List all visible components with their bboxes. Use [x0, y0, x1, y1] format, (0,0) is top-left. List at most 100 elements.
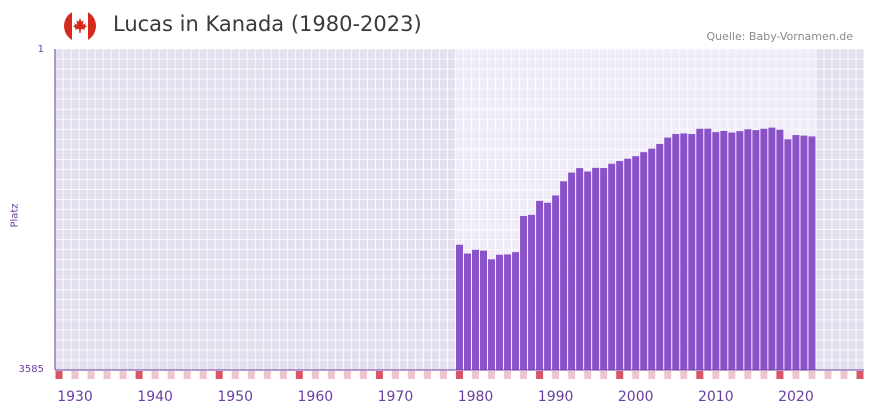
bar-2000 — [632, 156, 640, 370]
bar-2013 — [736, 131, 744, 370]
bar-2017 — [768, 127, 776, 370]
bar-1990 — [552, 195, 560, 370]
bar-series — [455, 127, 816, 370]
x-tick-label: 2000 — [618, 389, 654, 405]
bar-1978 — [455, 244, 464, 370]
bar-2008 — [696, 128, 704, 370]
bar-2020 — [792, 135, 800, 370]
x-tick-mark-major — [696, 371, 704, 379]
x-tick-mark-minor — [167, 371, 175, 379]
bar-1986 — [520, 216, 528, 370]
bar-1993 — [576, 168, 584, 370]
bar-2006 — [680, 133, 688, 370]
bar-1980 — [472, 249, 480, 370]
x-tick-mark-minor — [488, 371, 496, 379]
bar-2016 — [760, 128, 768, 370]
y-tick-label-bottom: 3585 — [18, 364, 44, 375]
x-tick-mark-minor — [343, 371, 351, 379]
x-tick-mark-major — [616, 371, 624, 379]
x-tick-mark-minor — [712, 371, 720, 379]
bar-2009 — [704, 128, 712, 370]
x-tick-mark-minor — [87, 371, 95, 379]
bar-2015 — [752, 130, 760, 370]
bar-1996 — [600, 168, 608, 370]
x-tick-mark-minor — [600, 371, 608, 379]
canada-flag-icon — [64, 10, 96, 42]
bar-1987 — [528, 214, 536, 370]
x-tick-mark-major — [856, 371, 864, 379]
bar-2004 — [664, 137, 672, 370]
bar-2021 — [800, 135, 808, 370]
x-tick-label: 1970 — [378, 389, 414, 405]
x-tick-label: 1960 — [298, 389, 334, 405]
x-tick-mark-minor — [407, 371, 415, 379]
x-tick-mark-minor — [680, 371, 688, 379]
bar-1984 — [504, 254, 512, 370]
bar-1995 — [592, 167, 600, 370]
x-tick-mark-minor — [119, 371, 127, 379]
source-label: Quelle: Baby-Vornamen.de — [706, 30, 853, 43]
x-tick-mark-minor — [792, 371, 800, 379]
x-tick-label: 2020 — [778, 389, 814, 405]
x-tick-mark-minor — [808, 371, 816, 379]
x-tick-mark-major — [295, 371, 303, 379]
x-tick-mark-minor — [263, 371, 271, 379]
x-tick-mark-major — [455, 371, 464, 379]
x-tick-mark-minor — [151, 371, 159, 379]
x-tick-mark-major — [776, 371, 784, 379]
y-tick-label-top: 1 — [37, 44, 44, 55]
x-tick-mark-minor — [744, 371, 752, 379]
x-tick-mark-minor — [632, 371, 640, 379]
bar-1979 — [464, 253, 472, 370]
x-tick-mark-major — [375, 371, 383, 379]
x-tick-mark-minor — [584, 371, 592, 379]
x-tick-label: 1950 — [217, 389, 253, 405]
bar-1997 — [608, 163, 616, 370]
x-tick-mark-minor — [391, 371, 399, 379]
bar-2002 — [648, 148, 656, 370]
bar-2022 — [808, 136, 816, 370]
x-tick-mark-minor — [103, 371, 111, 379]
bar-1994 — [584, 171, 592, 370]
bar-1985 — [512, 252, 520, 370]
x-tick-label: 2010 — [698, 389, 734, 405]
x-tick-mark-minor — [504, 371, 512, 379]
x-tick-mark-minor — [279, 371, 287, 379]
bar-2003 — [656, 143, 664, 370]
bar-1991 — [560, 181, 568, 370]
x-tick-mark-minor — [824, 371, 832, 379]
bar-2010 — [712, 132, 720, 370]
bar-2007 — [688, 133, 696, 370]
bar-2018 — [776, 129, 784, 370]
x-tick-mark-minor — [728, 371, 736, 379]
x-tick-label: 1990 — [538, 389, 574, 405]
x-tick-label: 1980 — [458, 389, 494, 405]
x-tick-mark-minor — [231, 371, 239, 379]
bar-2014 — [744, 129, 752, 370]
bar-2011 — [720, 130, 728, 370]
bar-1998 — [616, 161, 624, 370]
x-tick-mark-minor — [327, 371, 335, 379]
x-tick-mark-minor — [472, 371, 480, 379]
x-tick-mark-major — [55, 371, 63, 379]
bar-2005 — [672, 133, 680, 370]
x-tick-mark-major — [135, 371, 143, 379]
x-tick-mark-minor — [568, 371, 576, 379]
x-tick-label: 1940 — [137, 389, 173, 405]
x-tick-mark-minor — [664, 371, 672, 379]
x-tick-mark-minor — [439, 371, 447, 379]
bar-1989 — [544, 202, 552, 370]
x-tick-mark-minor — [359, 371, 367, 379]
bar-1981 — [480, 250, 488, 370]
x-tick-mark-major — [536, 371, 544, 379]
x-tick-mark-minor — [183, 371, 191, 379]
bar-2019 — [784, 139, 792, 370]
bar-2012 — [728, 132, 736, 370]
x-tick-mark-minor — [199, 371, 207, 379]
x-tick-mark-minor — [311, 371, 319, 379]
bar-1992 — [568, 172, 576, 370]
bar-2001 — [640, 152, 648, 370]
x-tick-mark-minor — [760, 371, 768, 379]
x-tick-mark-minor — [71, 371, 79, 379]
